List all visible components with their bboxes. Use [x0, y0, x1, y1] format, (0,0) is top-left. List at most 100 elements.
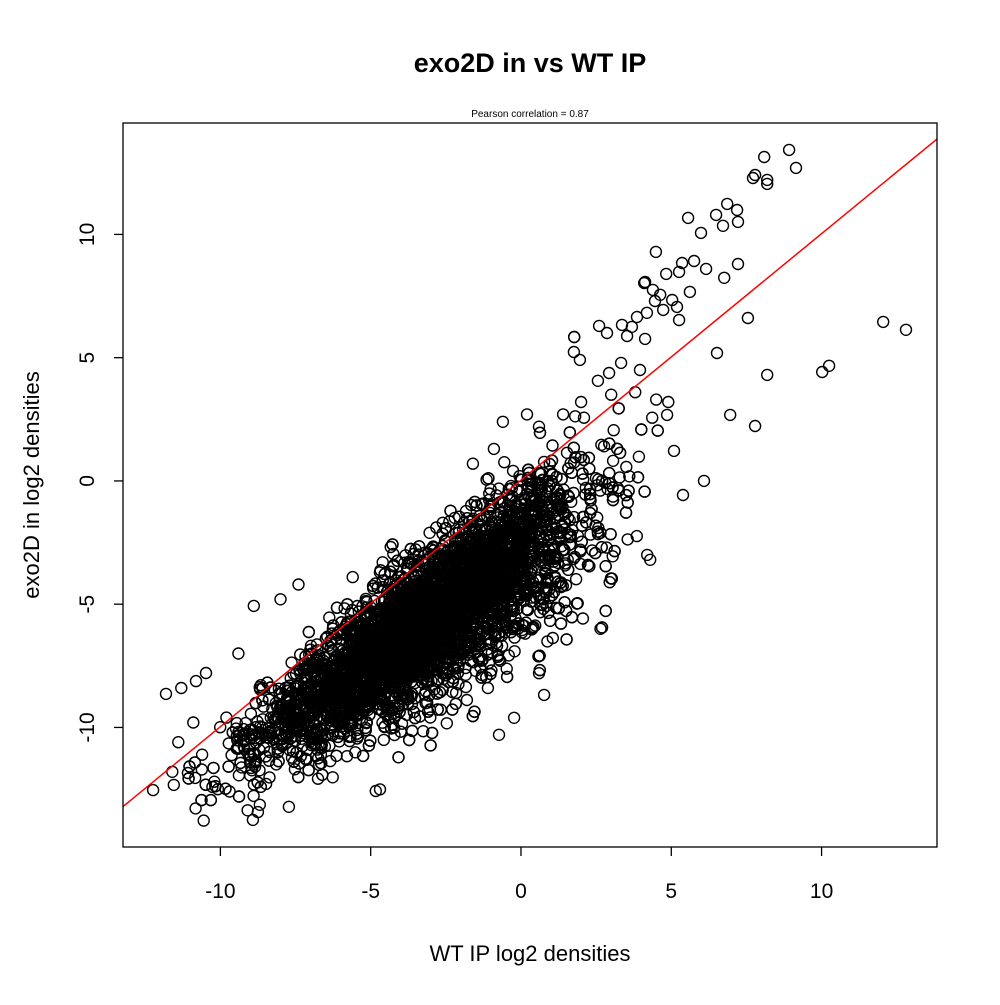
data-point	[576, 612, 590, 625]
data-point	[285, 656, 298, 669]
data-point	[632, 450, 646, 463]
data-point	[244, 707, 258, 720]
data-point	[229, 722, 243, 735]
data-point	[630, 529, 643, 543]
data-point	[360, 716, 373, 730]
data-point	[600, 541, 613, 554]
data-point	[555, 540, 568, 553]
data-point	[245, 723, 258, 736]
data-point	[197, 814, 210, 827]
data-point	[270, 758, 283, 771]
data-point	[623, 470, 636, 483]
data-point	[326, 643, 339, 657]
data-point	[349, 746, 362, 759]
points-layer	[146, 143, 913, 827]
data-point	[430, 521, 443, 534]
data-point	[424, 711, 437, 724]
data-point	[451, 666, 464, 680]
data-point	[464, 654, 477, 668]
data-point	[551, 484, 564, 497]
data-point	[304, 639, 318, 652]
data-point	[475, 498, 488, 511]
data-point	[189, 802, 202, 815]
data-point	[606, 481, 619, 494]
data-point	[604, 528, 617, 541]
data-point	[407, 705, 421, 719]
data-point	[535, 551, 549, 564]
data-point	[490, 639, 504, 652]
data-point	[500, 662, 513, 675]
data-point	[646, 411, 659, 424]
data-point	[430, 674, 443, 688]
data-point	[241, 804, 254, 817]
data-point	[459, 680, 473, 694]
data-point	[378, 720, 391, 733]
data-point	[356, 749, 370, 763]
data-point	[574, 545, 587, 558]
data-point	[569, 573, 583, 586]
data-point	[419, 696, 432, 710]
data-point	[235, 761, 248, 774]
data-point	[213, 721, 227, 734]
data-point	[606, 550, 619, 563]
data-point	[302, 625, 315, 639]
data-point	[565, 611, 579, 624]
data-point	[574, 557, 587, 571]
data-point	[589, 472, 603, 485]
data-point	[500, 670, 514, 684]
data-point	[330, 601, 344, 614]
data-point	[583, 560, 596, 573]
data-point	[377, 733, 390, 747]
data-point	[481, 681, 495, 695]
data-point	[569, 451, 582, 464]
data-point	[589, 546, 602, 560]
chart-title: exo2D in vs WT IP	[414, 48, 647, 78]
data-point	[563, 426, 576, 439]
data-point	[256, 694, 269, 707]
data-point	[631, 471, 645, 484]
data-point	[545, 454, 559, 467]
data-point	[421, 705, 435, 718]
data-point	[384, 540, 397, 554]
data-point	[607, 424, 620, 437]
data-point	[251, 715, 264, 728]
data-point	[232, 790, 246, 803]
data-point	[549, 521, 563, 535]
data-point	[612, 402, 625, 415]
data-point	[440, 717, 453, 730]
data-point	[207, 761, 220, 775]
data-point	[606, 454, 620, 467]
data-point	[537, 455, 551, 469]
data-point	[560, 633, 573, 646]
data-point	[605, 572, 618, 585]
chart-subtitle: Pearson correlation = 0.87	[471, 109, 589, 120]
data-point	[262, 722, 275, 735]
data-point	[272, 755, 285, 768]
data-point	[534, 606, 547, 619]
data-point	[408, 711, 422, 725]
data-point	[251, 776, 264, 789]
data-point	[517, 568, 530, 581]
data-point	[595, 621, 609, 634]
data-point	[613, 446, 627, 459]
data-point	[569, 410, 582, 423]
data-point	[403, 733, 416, 747]
data-point	[492, 482, 506, 495]
data-point	[431, 703, 444, 716]
data-point	[480, 671, 493, 684]
data-point	[251, 805, 265, 819]
data-point	[577, 473, 590, 486]
data-point	[311, 772, 325, 785]
data-point	[444, 504, 457, 517]
data-point	[448, 511, 461, 525]
data-point	[492, 592, 505, 606]
data-point	[594, 622, 607, 635]
data-point	[195, 748, 209, 761]
data-point	[323, 611, 336, 624]
data-point	[638, 485, 651, 498]
data-point	[497, 495, 510, 508]
data-point	[583, 487, 597, 501]
data-point	[575, 519, 589, 532]
data-point	[439, 546, 453, 559]
